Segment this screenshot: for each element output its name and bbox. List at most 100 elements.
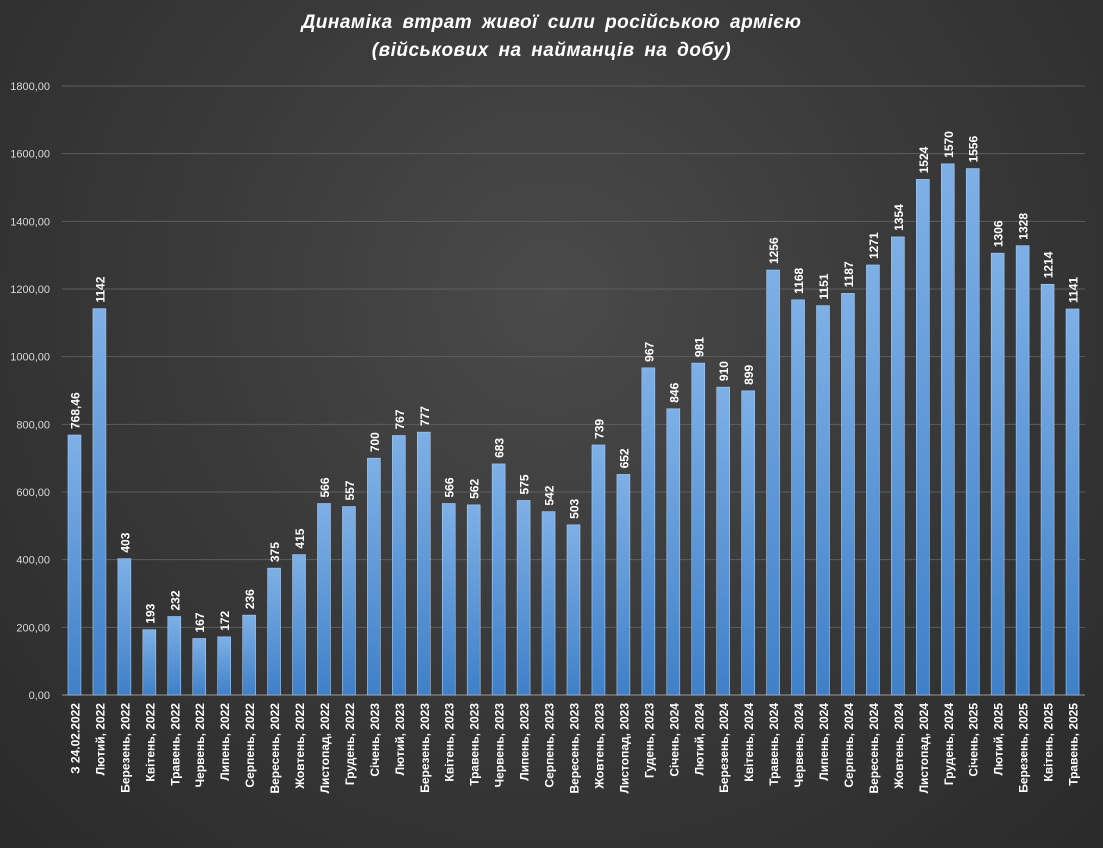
data-label: 910 bbox=[717, 361, 731, 381]
bar bbox=[916, 179, 930, 696]
data-label: 1306 bbox=[992, 220, 1006, 247]
bar bbox=[741, 390, 755, 696]
data-label: 193 bbox=[143, 603, 157, 623]
data-label: 1556 bbox=[967, 136, 981, 163]
bar bbox=[841, 293, 855, 696]
bar bbox=[591, 444, 606, 696]
data-label: 375 bbox=[268, 542, 282, 562]
bar bbox=[292, 554, 306, 696]
data-label: 1524 bbox=[917, 146, 931, 173]
chart-subtitle: (військових на найманців на добу) bbox=[371, 40, 732, 61]
x-tick-label: Червень, 2024 bbox=[792, 703, 806, 788]
data-label: 967 bbox=[642, 341, 656, 361]
bar bbox=[641, 367, 656, 696]
data-label: 1168 bbox=[792, 267, 806, 293]
y-tick-label: 1600,00 bbox=[10, 149, 50, 161]
x-tick-label: Вересень, 2024 bbox=[867, 703, 881, 794]
x-tick-label: Лютий, 2023 bbox=[393, 703, 407, 776]
data-label: 503 bbox=[568, 498, 582, 518]
data-label: 1214 bbox=[1042, 251, 1056, 278]
y-tick-label: 800,00 bbox=[16, 419, 50, 431]
x-tick-label: Травень, 2023 bbox=[468, 703, 482, 786]
bar bbox=[392, 435, 406, 696]
x-tick-label: Листопад, 2023 bbox=[617, 703, 631, 794]
data-label: 1142 bbox=[93, 276, 107, 302]
data-label: 172 bbox=[218, 610, 232, 630]
data-label: 899 bbox=[742, 364, 756, 384]
data-label: 232 bbox=[168, 590, 182, 610]
y-tick-label: 1200,00 bbox=[10, 284, 50, 296]
x-tick-label: Лютий, 2022 bbox=[93, 703, 107, 776]
bar bbox=[67, 434, 82, 696]
x-tick-label: Квітень, 2024 bbox=[742, 703, 756, 782]
data-label: 566 bbox=[318, 477, 332, 497]
bar bbox=[666, 408, 681, 696]
bar bbox=[167, 616, 182, 696]
data-label: 167 bbox=[193, 612, 207, 632]
x-tick-label: Жовтень, 2022 bbox=[293, 703, 307, 790]
x-tick-label: Січень, 2024 bbox=[667, 703, 681, 777]
data-label: 683 bbox=[493, 438, 507, 458]
data-label: 1354 bbox=[892, 204, 906, 231]
y-tick-label: 600,00 bbox=[16, 487, 50, 499]
x-tick-label: Серпень, 2024 bbox=[842, 703, 856, 788]
bar bbox=[940, 163, 955, 696]
bar bbox=[716, 386, 730, 696]
x-tick-label: Квітень, 2023 bbox=[443, 703, 457, 782]
data-label: 1141 bbox=[1067, 277, 1081, 303]
bar bbox=[516, 500, 531, 696]
bar bbox=[117, 558, 132, 696]
x-tick-label: З 24.02.2022 bbox=[68, 703, 82, 774]
bar bbox=[342, 506, 356, 696]
bar bbox=[791, 299, 805, 696]
x-tick-label: Травень, 2022 bbox=[168, 703, 182, 786]
x-tick-label: Листопад, 2022 bbox=[318, 703, 332, 794]
data-label: 575 bbox=[518, 474, 532, 494]
bar bbox=[217, 636, 231, 696]
x-tick-label: Січень, 2023 bbox=[368, 703, 382, 777]
data-label: 236 bbox=[243, 589, 257, 609]
data-label: 562 bbox=[468, 479, 482, 499]
data-label: 652 bbox=[617, 448, 631, 468]
y-tick-label: 1800,00 bbox=[10, 81, 50, 93]
data-label: 1187 bbox=[842, 261, 856, 287]
x-tick-label: Червень, 2022 bbox=[193, 703, 207, 788]
data-label: 739 bbox=[592, 419, 606, 439]
data-label: 1256 bbox=[767, 237, 781, 264]
x-tick-label: Серпень, 2022 bbox=[243, 703, 257, 788]
x-tick-label: Грудень, 2024 bbox=[942, 703, 956, 785]
bar bbox=[417, 431, 431, 696]
chart-title: Динаміка втрат живої сили російською арм… bbox=[301, 12, 802, 33]
x-tick-label: Жовтень, 2023 bbox=[592, 703, 606, 790]
bar bbox=[866, 264, 880, 696]
x-tick-label: Травень, 2025 bbox=[1067, 703, 1081, 786]
bar bbox=[616, 474, 631, 696]
x-tick-label: Серпень, 2023 bbox=[543, 703, 557, 788]
x-tick-label: Вересень, 2023 bbox=[568, 703, 582, 794]
bar bbox=[965, 168, 980, 696]
x-tick-label: Грудень, 2022 bbox=[343, 703, 357, 785]
x-tick-label: Березень, 2025 bbox=[1017, 703, 1031, 793]
y-tick-label: 1000,00 bbox=[10, 352, 50, 364]
x-tick-label: Липень, 2024 bbox=[817, 703, 831, 781]
x-tick-label: Квітень, 2022 bbox=[143, 703, 157, 782]
bar bbox=[367, 457, 381, 696]
x-tick-label: Гудень, 2023 bbox=[642, 703, 656, 778]
x-tick-label: Квітень, 2025 bbox=[1042, 703, 1056, 782]
bar bbox=[691, 362, 706, 696]
x-tick-label: Березень, 2024 bbox=[717, 703, 731, 793]
data-label: 700 bbox=[368, 432, 382, 452]
bar bbox=[1065, 308, 1080, 696]
y-tick-label: 200,00 bbox=[16, 622, 50, 634]
data-label: 1570 bbox=[942, 131, 956, 158]
x-tick-label: Березень, 2022 bbox=[118, 703, 132, 793]
bar bbox=[92, 308, 107, 696]
x-tick-label: Липень, 2023 bbox=[518, 703, 532, 781]
data-label: 415 bbox=[293, 528, 307, 548]
x-tick-label: Вересень, 2022 bbox=[268, 703, 282, 794]
x-tick-label: Листопад, 2024 bbox=[917, 703, 931, 794]
bar bbox=[142, 629, 157, 696]
bar bbox=[441, 503, 456, 696]
